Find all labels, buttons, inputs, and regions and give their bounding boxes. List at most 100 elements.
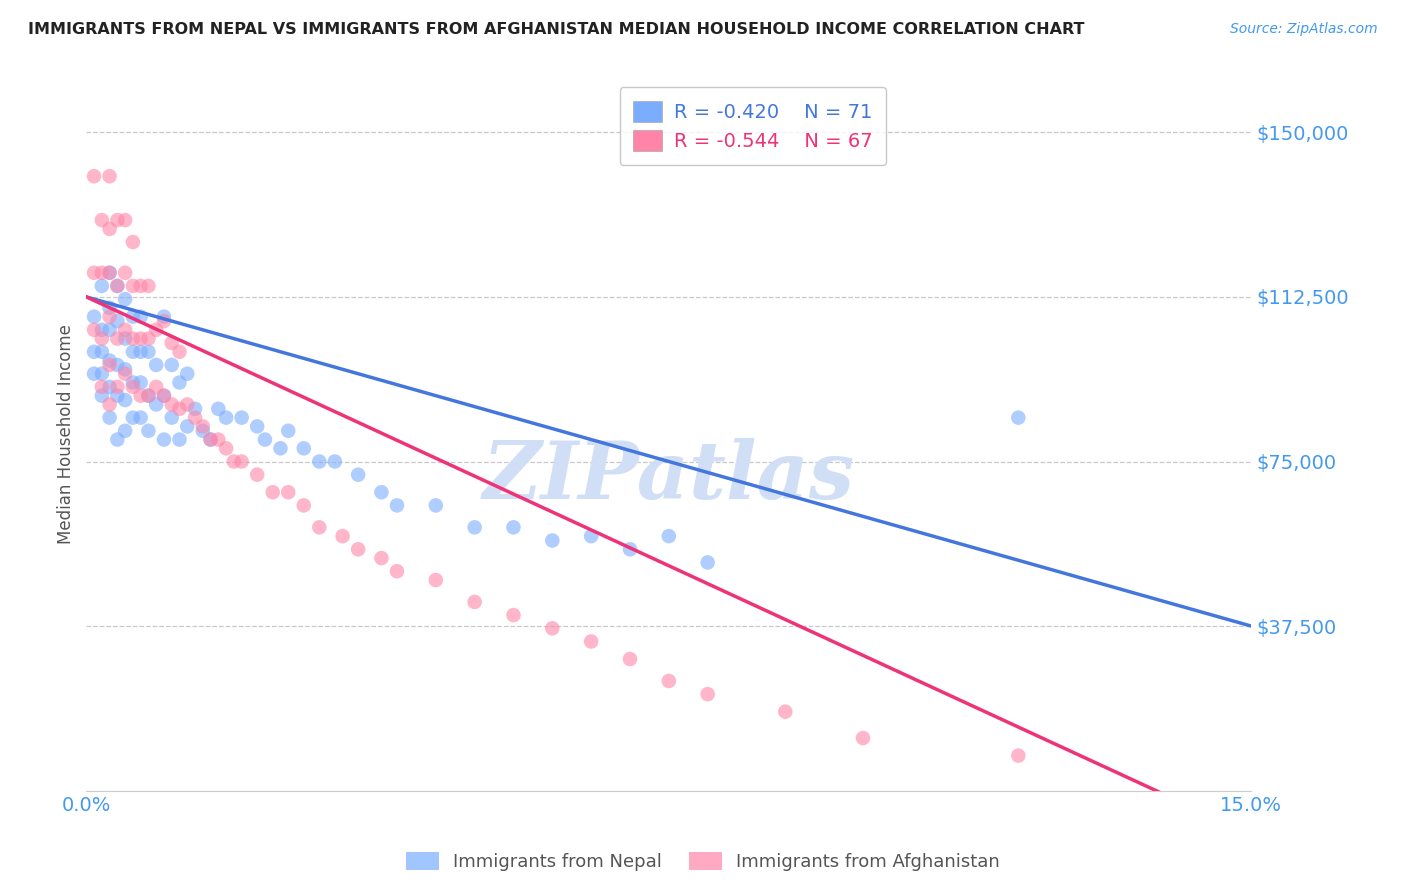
Point bbox=[122, 279, 145, 293]
Point bbox=[90, 279, 112, 293]
Point bbox=[114, 367, 136, 381]
Point bbox=[222, 454, 245, 468]
Point bbox=[215, 442, 238, 456]
Point bbox=[90, 266, 112, 280]
Point bbox=[464, 595, 486, 609]
Point bbox=[98, 310, 121, 324]
Point bbox=[231, 410, 253, 425]
Point bbox=[153, 314, 176, 328]
Point bbox=[98, 169, 121, 184]
Point bbox=[98, 222, 121, 236]
Point bbox=[105, 332, 128, 346]
Point bbox=[153, 389, 176, 403]
Point bbox=[122, 235, 145, 249]
Point bbox=[145, 397, 167, 411]
Point bbox=[105, 279, 128, 293]
Point bbox=[83, 344, 105, 359]
Point bbox=[425, 573, 447, 587]
Point bbox=[105, 358, 128, 372]
Point bbox=[696, 556, 718, 570]
Point bbox=[153, 433, 176, 447]
Point bbox=[619, 542, 641, 557]
Point bbox=[619, 652, 641, 666]
Point bbox=[98, 301, 121, 315]
Point bbox=[207, 433, 229, 447]
Point bbox=[122, 410, 145, 425]
Point bbox=[114, 292, 136, 306]
Point bbox=[90, 213, 112, 227]
Point bbox=[176, 419, 198, 434]
Point bbox=[138, 424, 160, 438]
Point bbox=[105, 213, 128, 227]
Point bbox=[541, 621, 564, 635]
Legend: Immigrants from Nepal, Immigrants from Afghanistan: Immigrants from Nepal, Immigrants from A… bbox=[399, 845, 1007, 879]
Point bbox=[696, 687, 718, 701]
Point bbox=[105, 314, 128, 328]
Point bbox=[138, 332, 160, 346]
Point bbox=[129, 310, 152, 324]
Point bbox=[246, 467, 269, 482]
Point bbox=[292, 442, 315, 456]
Point bbox=[122, 310, 145, 324]
Point bbox=[129, 376, 152, 390]
Point bbox=[200, 433, 222, 447]
Point bbox=[114, 266, 136, 280]
Point bbox=[215, 410, 238, 425]
Point bbox=[98, 266, 121, 280]
Point bbox=[90, 323, 112, 337]
Point bbox=[579, 634, 602, 648]
Point bbox=[308, 454, 330, 468]
Point bbox=[191, 424, 214, 438]
Y-axis label: Median Household Income: Median Household Income bbox=[58, 324, 75, 544]
Point bbox=[169, 376, 191, 390]
Point bbox=[775, 705, 797, 719]
Point bbox=[98, 380, 121, 394]
Point bbox=[105, 389, 128, 403]
Point bbox=[98, 410, 121, 425]
Point bbox=[83, 169, 105, 184]
Point bbox=[347, 542, 370, 557]
Point bbox=[370, 485, 392, 500]
Point bbox=[145, 380, 167, 394]
Point bbox=[169, 344, 191, 359]
Text: IMMIGRANTS FROM NEPAL VS IMMIGRANTS FROM AFGHANISTAN MEDIAN HOUSEHOLD INCOME COR: IMMIGRANTS FROM NEPAL VS IMMIGRANTS FROM… bbox=[28, 22, 1084, 37]
Point bbox=[191, 419, 214, 434]
Point bbox=[105, 380, 128, 394]
Point bbox=[114, 213, 136, 227]
Point bbox=[114, 392, 136, 407]
Point bbox=[292, 499, 315, 513]
Point bbox=[90, 332, 112, 346]
Point bbox=[231, 454, 253, 468]
Point bbox=[169, 433, 191, 447]
Point bbox=[425, 499, 447, 513]
Point bbox=[129, 410, 152, 425]
Point bbox=[184, 401, 207, 416]
Point bbox=[83, 323, 105, 337]
Point bbox=[90, 344, 112, 359]
Point bbox=[541, 533, 564, 548]
Point bbox=[579, 529, 602, 543]
Point bbox=[90, 380, 112, 394]
Point bbox=[370, 551, 392, 566]
Point bbox=[105, 279, 128, 293]
Point bbox=[129, 332, 152, 346]
Point bbox=[1007, 748, 1029, 763]
Point bbox=[105, 433, 128, 447]
Point bbox=[277, 424, 299, 438]
Point bbox=[114, 323, 136, 337]
Point bbox=[160, 358, 183, 372]
Point bbox=[332, 529, 354, 543]
Point bbox=[347, 467, 370, 482]
Point bbox=[464, 520, 486, 534]
Point bbox=[200, 433, 222, 447]
Point bbox=[502, 520, 524, 534]
Point bbox=[98, 266, 121, 280]
Text: ZIPatlas: ZIPatlas bbox=[482, 438, 855, 516]
Point bbox=[83, 266, 105, 280]
Point bbox=[1007, 410, 1029, 425]
Point bbox=[114, 424, 136, 438]
Point bbox=[160, 410, 183, 425]
Point bbox=[323, 454, 346, 468]
Point bbox=[153, 310, 176, 324]
Point bbox=[114, 362, 136, 376]
